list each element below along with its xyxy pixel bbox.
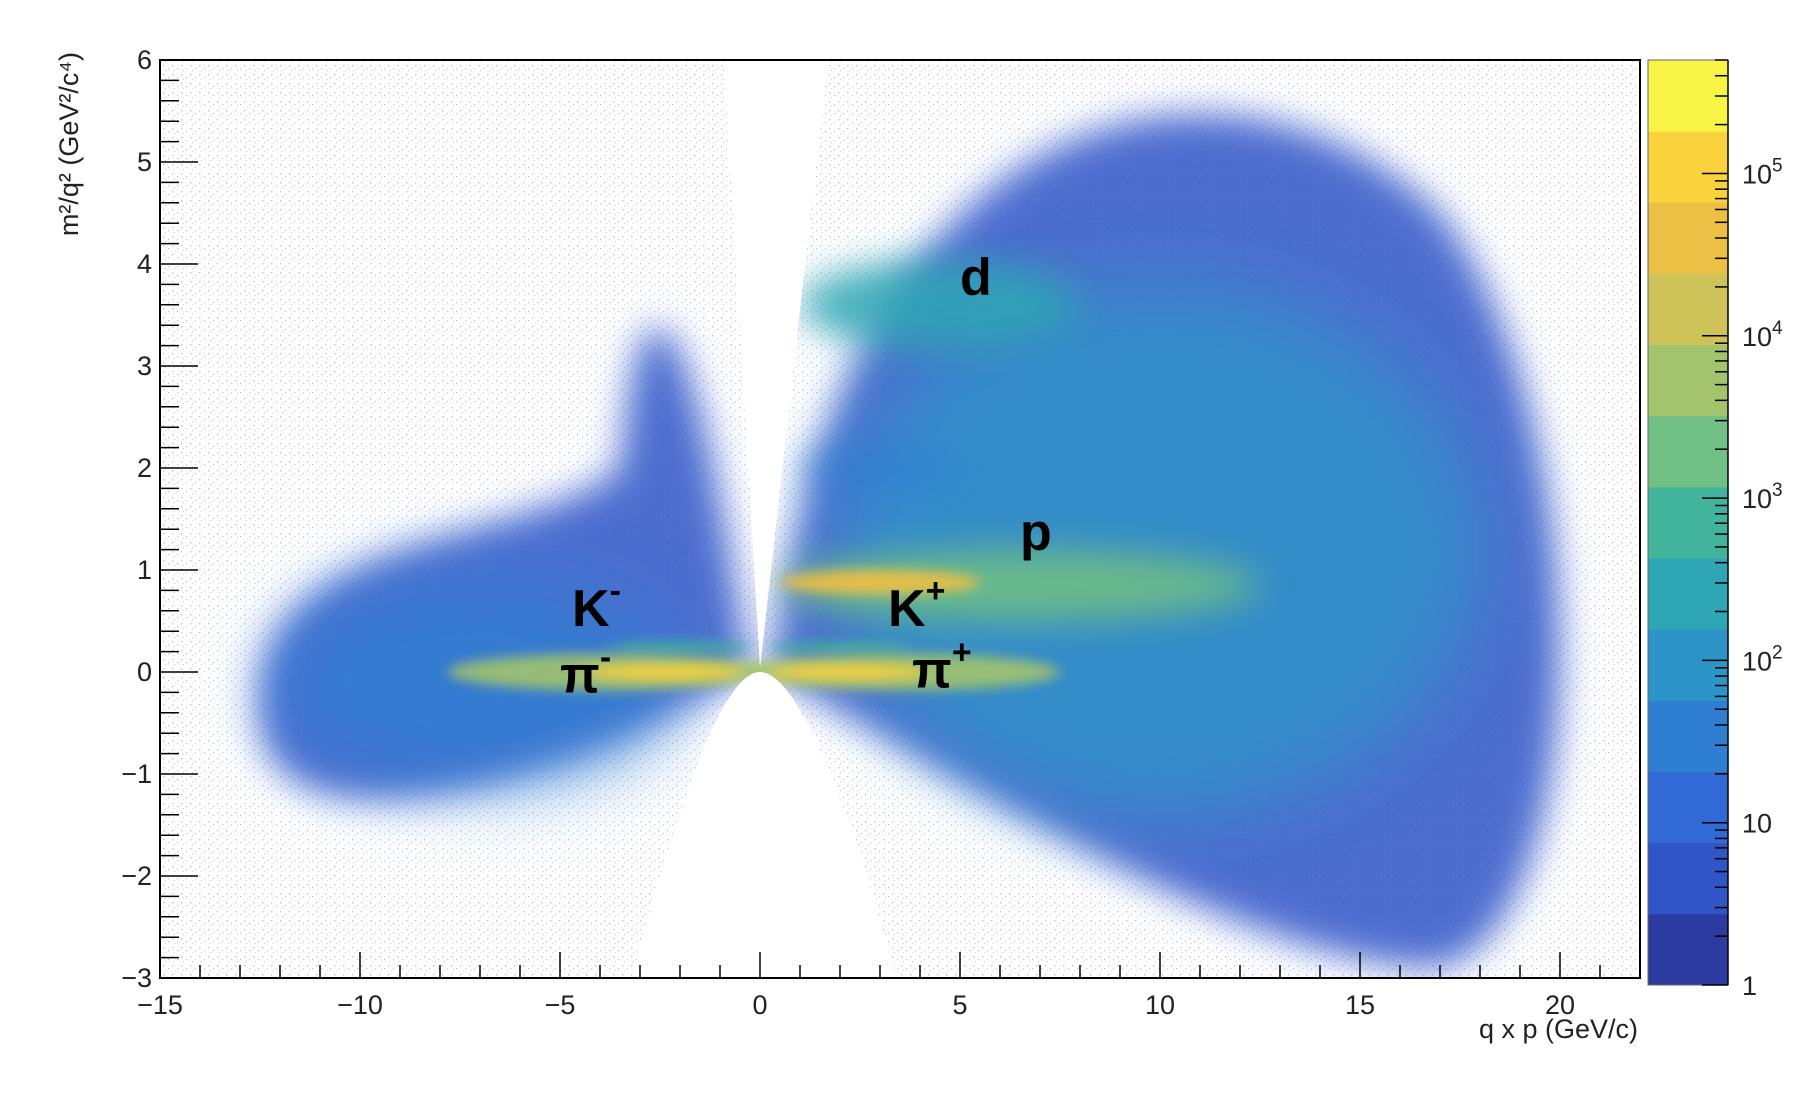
colorbar-tick-label: 102	[1742, 642, 1783, 676]
label-pi-plus: π+	[912, 633, 972, 699]
colorbar-segment	[1648, 558, 1728, 630]
x-tick-label: −5	[545, 990, 576, 1020]
y-axis-label: m²/q² (GeV²/c⁴)	[54, 52, 84, 236]
colorbar-segment	[1648, 700, 1728, 773]
y-axis: −3 −2 −1 0 1 2 3 4 5 6	[121, 45, 198, 993]
label-pi-minus: π-	[560, 638, 611, 704]
x-tick-label: 5	[952, 990, 967, 1020]
band-d	[800, 258, 1080, 351]
label-p: p	[1020, 504, 1052, 562]
core-positive	[840, 284, 1480, 815]
y-tick-label: 1	[137, 555, 152, 585]
gap-bottom	[632, 672, 896, 978]
density-map	[160, 60, 1640, 978]
band-mid	[800, 447, 960, 489]
colorbar-tick-label: 105	[1742, 155, 1783, 189]
colorbar-tick-label: 1	[1742, 971, 1757, 1001]
y-tick-label: 4	[137, 249, 152, 279]
y-tick-label: −1	[121, 759, 152, 789]
band-k-plus	[768, 641, 912, 654]
colorbar-axis: 1 10 102 103 104 105	[1702, 59, 1783, 1001]
colorbar-segment	[1648, 842, 1728, 915]
colorbar-segment	[1648, 273, 1728, 346]
label-k-plus: K+	[888, 572, 945, 638]
x-tick-label: −10	[337, 990, 383, 1020]
plot-frame	[159, 59, 1641, 979]
colorbar-segment	[1648, 486, 1728, 559]
y-tick-label: 5	[137, 147, 152, 177]
x-tick-label: 15	[1345, 990, 1375, 1020]
gap-top	[724, 60, 828, 668]
particle-labels: d p K- K+ π-π+	[560, 249, 1052, 705]
band-pi-minus-core	[584, 664, 744, 680]
x-tick-label: 20	[1545, 990, 1575, 1020]
label-d: d	[960, 249, 992, 307]
y-tick-label: −3	[121, 963, 152, 993]
band-k-minus	[608, 641, 752, 654]
colorbar-segment	[1648, 629, 1728, 701]
band-p	[780, 549, 1260, 621]
colorbar-segment	[1648, 131, 1728, 203]
colorbar-segment	[1648, 344, 1728, 417]
y-tick-label: −2	[121, 861, 152, 891]
colorbar-segment	[1648, 202, 1728, 274]
x-tick-label: 0	[752, 990, 767, 1020]
x-axis: −15 −10 −5 0 5 10 15 20	[137, 952, 1641, 1020]
band-pi-plus-core	[768, 664, 928, 680]
colorbar-tick-label: 103	[1742, 480, 1783, 514]
colorbar-tick-label: 10	[1742, 809, 1772, 839]
label-k-minus: K-	[572, 572, 621, 638]
colorbar-segment	[1648, 913, 1728, 986]
band-p-core	[780, 570, 980, 595]
x-tick-label: 10	[1145, 990, 1175, 1020]
x-tick-label: −15	[137, 990, 183, 1020]
colorbar-tick-label: 104	[1742, 318, 1783, 352]
colorbar-segment	[1648, 771, 1728, 844]
colorbar	[1647, 59, 1729, 986]
y-tick-label: 2	[137, 453, 152, 483]
colorbar-segment	[1648, 60, 1728, 132]
y-tick-label: 6	[137, 45, 152, 75]
y-tick-label: 0	[137, 657, 152, 687]
x-axis-label: q x p (GeV/c)	[1479, 1014, 1638, 1044]
y-tick-label: 3	[137, 351, 152, 381]
colorbar-segment	[1648, 415, 1728, 488]
